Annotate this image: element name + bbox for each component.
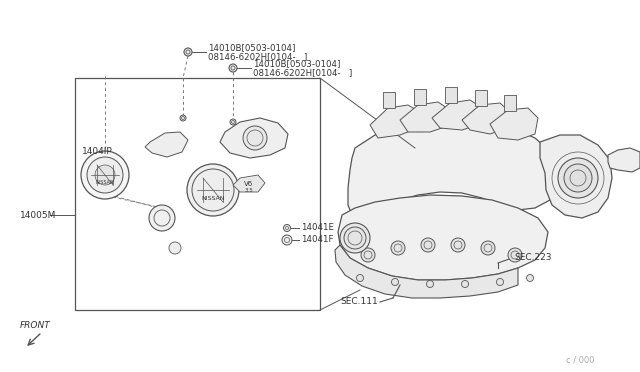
Circle shape	[87, 157, 123, 193]
Text: 14010B[0503-0104]: 14010B[0503-0104]	[208, 44, 296, 52]
Circle shape	[284, 224, 291, 231]
Polygon shape	[338, 195, 548, 280]
Polygon shape	[348, 120, 560, 215]
Bar	[445, 87, 457, 103]
Text: c / 000: c / 000	[566, 356, 595, 365]
Text: SEC.111: SEC.111	[340, 298, 378, 307]
Circle shape	[392, 279, 399, 285]
Circle shape	[391, 241, 405, 255]
Circle shape	[184, 48, 192, 56]
Polygon shape	[112, 108, 300, 258]
Bar	[383, 92, 395, 108]
Circle shape	[340, 223, 370, 253]
Text: 14041E: 14041E	[301, 224, 334, 232]
Text: 14041F: 14041F	[301, 235, 333, 244]
Text: 14010B[0503-0104]: 14010B[0503-0104]	[253, 60, 340, 68]
Text: NISSAN: NISSAN	[201, 196, 225, 201]
Bar	[414, 89, 426, 105]
Polygon shape	[400, 102, 450, 132]
Circle shape	[192, 169, 234, 211]
Circle shape	[149, 205, 175, 231]
Circle shape	[356, 275, 364, 282]
Polygon shape	[370, 105, 420, 138]
Circle shape	[564, 164, 592, 192]
Circle shape	[451, 238, 465, 252]
Circle shape	[95, 165, 115, 185]
Text: 3.5: 3.5	[244, 189, 253, 193]
Polygon shape	[490, 108, 538, 140]
Circle shape	[282, 235, 292, 245]
Polygon shape	[432, 100, 482, 130]
Circle shape	[243, 126, 267, 150]
Circle shape	[180, 115, 186, 121]
Polygon shape	[540, 135, 612, 218]
Circle shape	[230, 119, 236, 125]
Bar	[475, 90, 487, 106]
Circle shape	[558, 158, 598, 198]
Circle shape	[229, 64, 237, 72]
Polygon shape	[145, 132, 188, 157]
Bar	[504, 95, 516, 111]
Polygon shape	[220, 118, 288, 158]
Circle shape	[481, 241, 495, 255]
Bar	[75, 78, 320, 310]
Text: SEC.223: SEC.223	[514, 253, 552, 262]
Text: 14005M: 14005M	[20, 211, 56, 219]
Circle shape	[344, 227, 366, 249]
Text: FRONT: FRONT	[20, 321, 51, 330]
Polygon shape	[335, 245, 518, 298]
Circle shape	[461, 280, 468, 288]
Polygon shape	[608, 148, 640, 172]
Circle shape	[169, 242, 181, 254]
Circle shape	[361, 248, 375, 262]
Polygon shape	[233, 175, 265, 192]
Circle shape	[421, 238, 435, 252]
Circle shape	[187, 164, 239, 216]
Text: 1404lP: 1404lP	[82, 148, 113, 157]
Circle shape	[426, 280, 433, 288]
Circle shape	[497, 279, 504, 285]
Polygon shape	[118, 240, 255, 272]
Text: 08146-6202H[0104-   ]: 08146-6202H[0104- ]	[253, 68, 352, 77]
Text: NISSAN: NISSAN	[95, 180, 115, 185]
Polygon shape	[245, 175, 302, 262]
Text: V6: V6	[244, 181, 253, 187]
Circle shape	[527, 275, 534, 282]
Circle shape	[508, 248, 522, 262]
Text: 08146-6202H[0104-   ]: 08146-6202H[0104- ]	[208, 52, 307, 61]
Circle shape	[81, 151, 129, 199]
Polygon shape	[462, 103, 510, 134]
